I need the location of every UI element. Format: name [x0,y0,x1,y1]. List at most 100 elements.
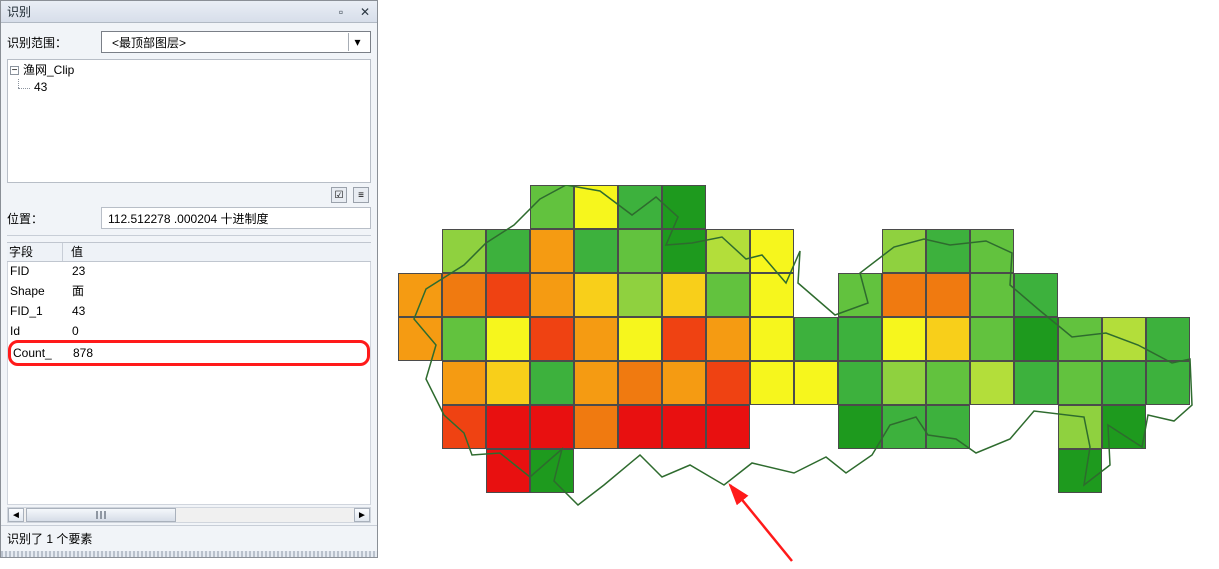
close-button[interactable]: ✕ [353,2,377,22]
grid-cell[interactable] [530,405,574,449]
grid-cell[interactable] [706,229,750,273]
grid-cell[interactable] [618,317,662,361]
grid-cell[interactable] [926,361,970,405]
grid-cell[interactable] [1102,405,1146,449]
grid-cell[interactable] [750,229,794,273]
scroll-thumb[interactable] [26,508,176,522]
grid-cell[interactable] [574,273,618,317]
grid-cell[interactable] [838,405,882,449]
scope-select[interactable]: <最顶部图层> ▾ [101,31,371,53]
grid-cell[interactable] [838,317,882,361]
grid-cell[interactable] [794,361,838,405]
grid-cell[interactable] [1146,317,1190,361]
attributes-body[interactable]: FID23Shape面FID_143Id0Count_878 [7,262,371,505]
grid-cell[interactable] [618,229,662,273]
grid-cell[interactable] [750,361,794,405]
grid-cell[interactable] [618,185,662,229]
grid-cell[interactable] [486,273,530,317]
grid-cell[interactable] [926,273,970,317]
grid-cell[interactable] [1102,317,1146,361]
feature-tree[interactable]: −渔网_Clip 43 [7,59,371,183]
tree-child-node[interactable]: 43 [10,79,368,96]
grid-cell[interactable] [442,405,486,449]
horizontal-scrollbar[interactable]: ◄ ► [7,507,371,523]
grid-cell[interactable] [970,273,1014,317]
table-row[interactable]: Shape面 [8,282,370,302]
grid-cell[interactable] [1014,361,1058,405]
grid-cell[interactable] [662,361,706,405]
table-row[interactable]: Id0 [8,322,370,342]
grid-cell[interactable] [882,317,926,361]
grid-cell[interactable] [486,317,530,361]
grid-cell[interactable] [970,229,1014,273]
grid-cell[interactable] [618,405,662,449]
grid-cell[interactable] [882,273,926,317]
grid-cell[interactable] [970,317,1014,361]
resize-grip[interactable] [1,551,377,557]
grid-cell[interactable] [882,405,926,449]
grid-cell[interactable] [618,361,662,405]
grid-cell[interactable] [662,273,706,317]
grid-cell[interactable] [486,405,530,449]
table-row[interactable]: FID23 [8,262,370,282]
scroll-right-button[interactable]: ► [354,508,370,522]
grid-cell[interactable] [882,229,926,273]
grid-cell[interactable] [398,317,442,361]
position-field[interactable]: 112.512278 .000204 十进制度 [101,207,371,229]
grid-cell[interactable] [706,317,750,361]
keep-highlight-icon[interactable]: ☑ [331,187,347,203]
grid-cell[interactable] [530,449,574,493]
grid-cell[interactable] [1014,273,1058,317]
grid-cell[interactable] [706,405,750,449]
grid-cell[interactable] [970,361,1014,405]
menu-icon[interactable]: ≡ [353,187,369,203]
grid-cell[interactable] [574,317,618,361]
grid-cell[interactable] [1058,405,1102,449]
tree-root-node[interactable]: −渔网_Clip [10,62,368,79]
grid-cell[interactable] [486,449,530,493]
grid-cell[interactable] [486,229,530,273]
grid-cell[interactable] [442,361,486,405]
grid-cell[interactable] [442,317,486,361]
grid-cell[interactable] [618,273,662,317]
grid-cell[interactable] [398,273,442,317]
grid-cell[interactable] [1014,317,1058,361]
grid-cell[interactable] [574,361,618,405]
highlighted-row[interactable]: Count_878 [8,340,370,366]
grid-cell[interactable] [662,405,706,449]
grid-cell[interactable] [574,229,618,273]
collapse-button[interactable]: ▫ [329,2,353,22]
grid-cell[interactable] [838,361,882,405]
grid-cell[interactable] [926,229,970,273]
grid-cell[interactable] [662,317,706,361]
grid-cell[interactable] [530,273,574,317]
grid-cell[interactable] [530,185,574,229]
grid-cell[interactable] [1058,449,1102,493]
grid-cell[interactable] [882,361,926,405]
scroll-left-button[interactable]: ◄ [8,508,24,522]
grid-cell[interactable] [530,229,574,273]
grid-cell[interactable] [530,361,574,405]
grid-cell[interactable] [574,185,618,229]
table-row[interactable]: FID_143 [8,302,370,322]
panel-titlebar[interactable]: 识别 ▫ ✕ [1,1,377,23]
grid-cell[interactable] [750,273,794,317]
grid-cell[interactable] [442,273,486,317]
grid-cell[interactable] [662,185,706,229]
grid-cell[interactable] [926,317,970,361]
grid-cell[interactable] [1058,317,1102,361]
map-view[interactable] [390,185,1210,565]
grid-cell[interactable] [750,317,794,361]
grid-cell[interactable] [442,229,486,273]
grid-cell[interactable] [1102,361,1146,405]
grid-cell[interactable] [926,405,970,449]
grid-cell[interactable] [794,317,838,361]
grid-cell[interactable] [706,273,750,317]
grid-cell[interactable] [838,273,882,317]
grid-cell[interactable] [1146,361,1190,405]
grid-cell[interactable] [706,361,750,405]
grid-cell[interactable] [530,317,574,361]
grid-cell[interactable] [1058,361,1102,405]
collapse-icon[interactable]: − [10,66,19,75]
grid-cell[interactable] [486,361,530,405]
